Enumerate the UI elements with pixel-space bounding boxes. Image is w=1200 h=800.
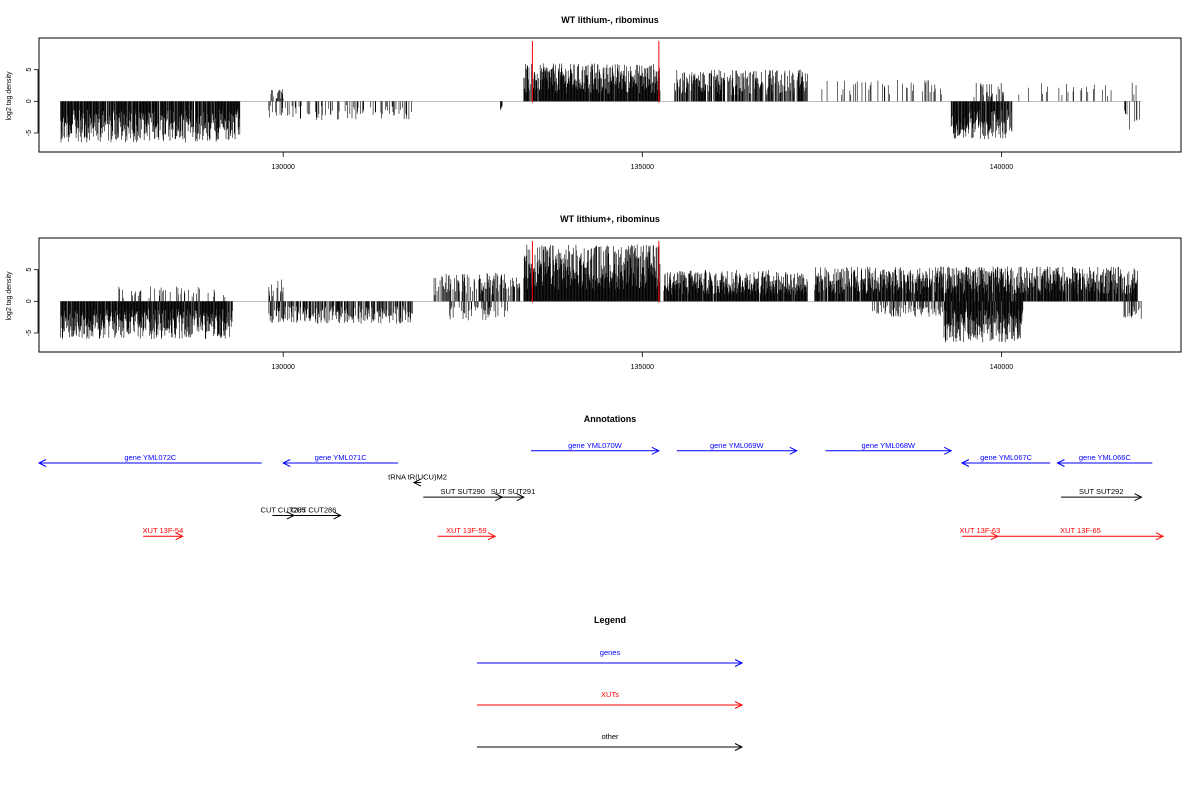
feature-arrow: SUT SUT292 xyxy=(1061,487,1143,502)
feature-label: gene YML067C xyxy=(980,453,1033,462)
legend-item: genes xyxy=(477,648,744,667)
feature-label: tRNA tR(UCU)M2 xyxy=(388,473,447,482)
annotations-title: Annotations xyxy=(584,414,637,424)
marker-lines xyxy=(531,241,660,303)
marker-lines xyxy=(531,41,660,103)
feature-arrow: gene YML072C xyxy=(37,453,262,467)
feature-label: SUT SUT292 xyxy=(1079,487,1123,496)
annotation-features: gene YML072C gene YML071C gene YML070W gene… xyxy=(37,441,1165,541)
feature-arrow: gene YML071C xyxy=(282,453,399,467)
feature-label: gene YML068W xyxy=(861,441,916,450)
legend-item-label: genes xyxy=(600,648,621,657)
legend-item: XUTs xyxy=(477,690,744,709)
feature-label: XUT 13F-65 xyxy=(1060,526,1101,535)
feature-label: gene YML070W xyxy=(568,441,623,450)
x-tick-label: 140000 xyxy=(990,364,1013,371)
feature-label: CUT CUT286 xyxy=(291,505,336,514)
legend: Legend genes XUTs other xyxy=(477,615,744,751)
feature-label: gene YML069W xyxy=(710,441,765,450)
bar-series xyxy=(60,63,1142,143)
coverage-panel-lithium-minus: WT lithium-, ribominus log2 tag density … xyxy=(6,15,1182,171)
feature-arrow: XUT 13F-59 xyxy=(437,526,497,541)
legend-title: Legend xyxy=(594,615,626,625)
legend-item-label: XUTs xyxy=(601,690,619,699)
x-tick-label: 130000 xyxy=(272,364,295,371)
feature-label: gene YML066C xyxy=(1079,453,1132,462)
x-tick-label: 130000 xyxy=(272,164,295,171)
y-tick-label: 0 xyxy=(26,299,33,303)
feature-label: SUT SUT290 xyxy=(441,487,485,496)
feature-arrow: gene YML066C xyxy=(1056,453,1153,467)
feature-label: SUT SUT291 xyxy=(491,487,535,496)
feature-arrow: gene YML068W xyxy=(825,441,953,455)
legend-item-label: other xyxy=(601,732,619,741)
feature-label: gene YML072C xyxy=(124,453,177,462)
y-axis: -5 0 5 xyxy=(26,68,39,136)
legend-item: other xyxy=(477,732,744,751)
feature-arrow: XUT 13F-54 xyxy=(143,526,184,541)
y-tick-label: 5 xyxy=(26,68,33,72)
x-tick-label: 135000 xyxy=(631,164,654,171)
panel-title: WT lithium+, ribominus xyxy=(560,214,660,224)
x-axis: 130000 135000 140000 xyxy=(272,351,1013,371)
coverage-panel-lithium-plus: WT lithium+, ribominus log2 tag density … xyxy=(6,214,1182,371)
y-tick-label: -5 xyxy=(26,130,33,136)
annotations-track: Annotations gene YML072C gene YML071Cgene… xyxy=(37,414,1165,541)
feature-arrow: SUT SUT291 xyxy=(491,487,535,502)
y-axis-label: log2 tag density xyxy=(6,71,13,121)
feature-label: XUT 13F-59 xyxy=(446,526,487,535)
x-tick-label: 140000 xyxy=(990,164,1013,171)
x-tick-label: 135000 xyxy=(631,364,654,371)
y-axis: -5 0 5 xyxy=(26,268,39,336)
x-axis: 130000 135000 140000 xyxy=(272,151,1013,171)
feature-arrow: gene YML069W xyxy=(676,441,798,455)
feature-label: XUT 13F-54 xyxy=(143,526,184,535)
feature-arrow: tRNA tR(UCU)M2 xyxy=(388,473,447,487)
feature-arrow: XUT 13F-65 xyxy=(997,526,1165,541)
feature-arrow: gene YML070W xyxy=(530,441,660,455)
feature-arrow: XUT 13F-63 xyxy=(960,526,1001,541)
y-tick-label: 0 xyxy=(26,99,33,103)
y-tick-label: 5 xyxy=(26,268,33,272)
feature-arrow: gene YML067C xyxy=(960,453,1051,467)
y-tick-label: -5 xyxy=(26,330,33,336)
feature-label: CUT CUT285 xyxy=(261,505,306,514)
panel-title: WT lithium-, ribominus xyxy=(561,15,659,25)
feature-label: gene YML071C xyxy=(315,453,368,462)
bar-series xyxy=(60,244,1142,343)
y-axis-label: log2 tag density xyxy=(6,271,13,321)
legend-items: genes XUTs other xyxy=(477,648,744,751)
feature-arrow: CUT CUT286 xyxy=(286,505,342,520)
feature-label: XUT 13F-63 xyxy=(960,526,1001,535)
